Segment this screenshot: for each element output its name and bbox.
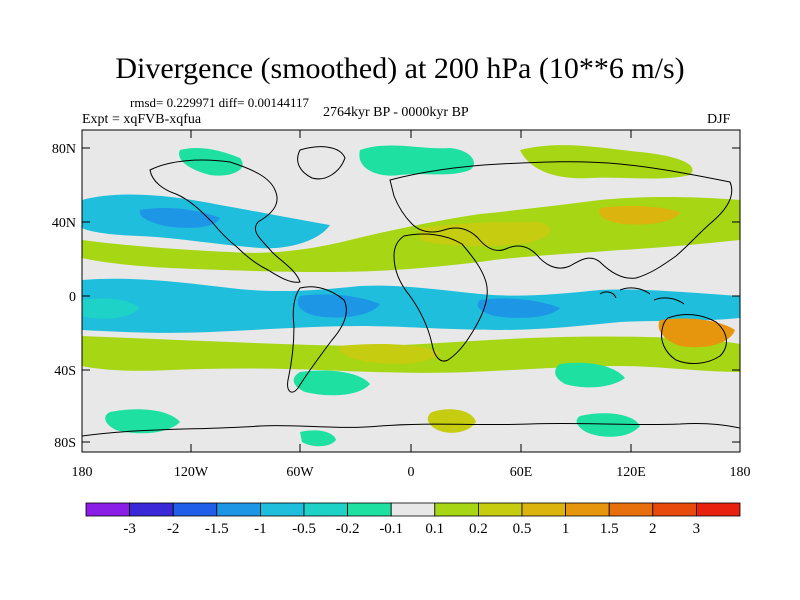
colorbar-label: 0.5 <box>513 521 532 537</box>
lat-label: 40N <box>52 216 76 231</box>
contour-band <box>297 294 380 318</box>
coastline-maritime-continent <box>599 287 685 305</box>
colorbar-label: 1.5 <box>600 521 619 537</box>
contour-band <box>105 409 180 434</box>
colorbar-label: -1.5 <box>205 521 229 537</box>
contour-band <box>477 298 560 318</box>
colorbar-swatch <box>172 502 218 517</box>
coastline-africa <box>393 233 488 362</box>
colorbar-swatch <box>521 502 566 517</box>
coastline-antarctica <box>82 422 740 437</box>
lat-label: 80N <box>52 142 76 157</box>
colorbar-swatch <box>259 502 305 517</box>
contour-band <box>139 207 220 228</box>
colorbar-swatch <box>696 502 741 517</box>
contour-band <box>576 413 640 437</box>
coastlines <box>82 146 740 437</box>
contour-band <box>339 344 440 364</box>
contour-band <box>555 362 625 388</box>
lat-labels: 80N 40N 0 40S 80S <box>52 142 76 451</box>
colorbar-label: -3 <box>123 521 136 537</box>
colorbar-label: 0.1 <box>425 521 444 537</box>
contour-band <box>520 145 693 179</box>
colorbar-swatch <box>434 502 479 517</box>
lat-label: 40S <box>54 364 76 379</box>
contour-band <box>82 278 740 333</box>
colorbar-label: 1 <box>562 521 570 537</box>
lat-ticks <box>82 147 740 443</box>
stats-label: rmsd= 0.229971 diff= 0.00144117 <box>130 95 309 110</box>
lon-label: 0 <box>408 465 415 480</box>
lon-label: 120E <box>616 465 646 480</box>
lat-label: 0 <box>69 290 76 305</box>
coastline-greenland <box>297 146 346 180</box>
season-label: DJF <box>707 112 731 127</box>
colorbar-swatch <box>129 502 174 517</box>
colorbar-label: 3 <box>693 521 701 537</box>
coastline-eurasia <box>389 161 733 279</box>
colorbar-label: -0.1 <box>379 521 403 537</box>
lon-label: 60W <box>286 465 314 480</box>
colorbar-label: 0.2 <box>469 521 488 537</box>
experiment-label: Expt = xqFVB-xqfua <box>82 112 202 127</box>
colorbar: -3 -2 -1.5 -1 -0.5 -0.2 -0.1 0.1 0.2 0.5 1 1.5 2 3 <box>85 502 741 537</box>
lon-ticks <box>190 130 632 452</box>
lon-label: 180 <box>730 465 751 480</box>
colorbar-label: 2 <box>649 521 657 537</box>
lon-label: 180 <box>72 465 93 480</box>
contour-band <box>179 147 243 176</box>
period-label: 2764kyr BP - 0000kyr BP <box>323 105 469 120</box>
colorbar-label: -0.2 <box>336 521 360 537</box>
coastline-australia <box>661 314 727 364</box>
colorbar-label: -0.5 <box>292 521 316 537</box>
colorbar-swatch <box>608 502 654 517</box>
contour-band <box>599 205 680 225</box>
colorbar-swatch <box>303 502 348 517</box>
colorbar-label: -1 <box>254 521 267 537</box>
contour-band <box>82 298 140 319</box>
contour-band <box>427 409 476 433</box>
lon-labels: 180 120W 60W 0 60E 120E 180 <box>72 465 751 480</box>
figure-title: Divergence (smoothed) at 200 hPa (10**6 … <box>115 52 685 85</box>
colorbar-label: -2 <box>167 521 180 537</box>
colorbar-swatch <box>565 502 610 517</box>
contour-band <box>300 430 336 447</box>
lat-label: 80S <box>54 436 76 451</box>
coastline-north-america <box>149 159 301 283</box>
colorbar-swatch <box>390 502 436 517</box>
divergence-field <box>82 130 740 452</box>
colorbar-swatch <box>85 502 130 517</box>
contour-band <box>359 145 474 176</box>
contour-band <box>293 370 370 396</box>
contour-band <box>658 318 735 348</box>
colorbar-swatch <box>347 502 392 517</box>
colorbar-swatch <box>216 502 261 517</box>
lon-label: 120W <box>174 465 209 480</box>
colorbar-swatch <box>477 502 523 517</box>
coastline-south-america <box>287 286 347 393</box>
colorbar-swatch <box>652 502 697 517</box>
lon-label: 60E <box>510 465 533 480</box>
